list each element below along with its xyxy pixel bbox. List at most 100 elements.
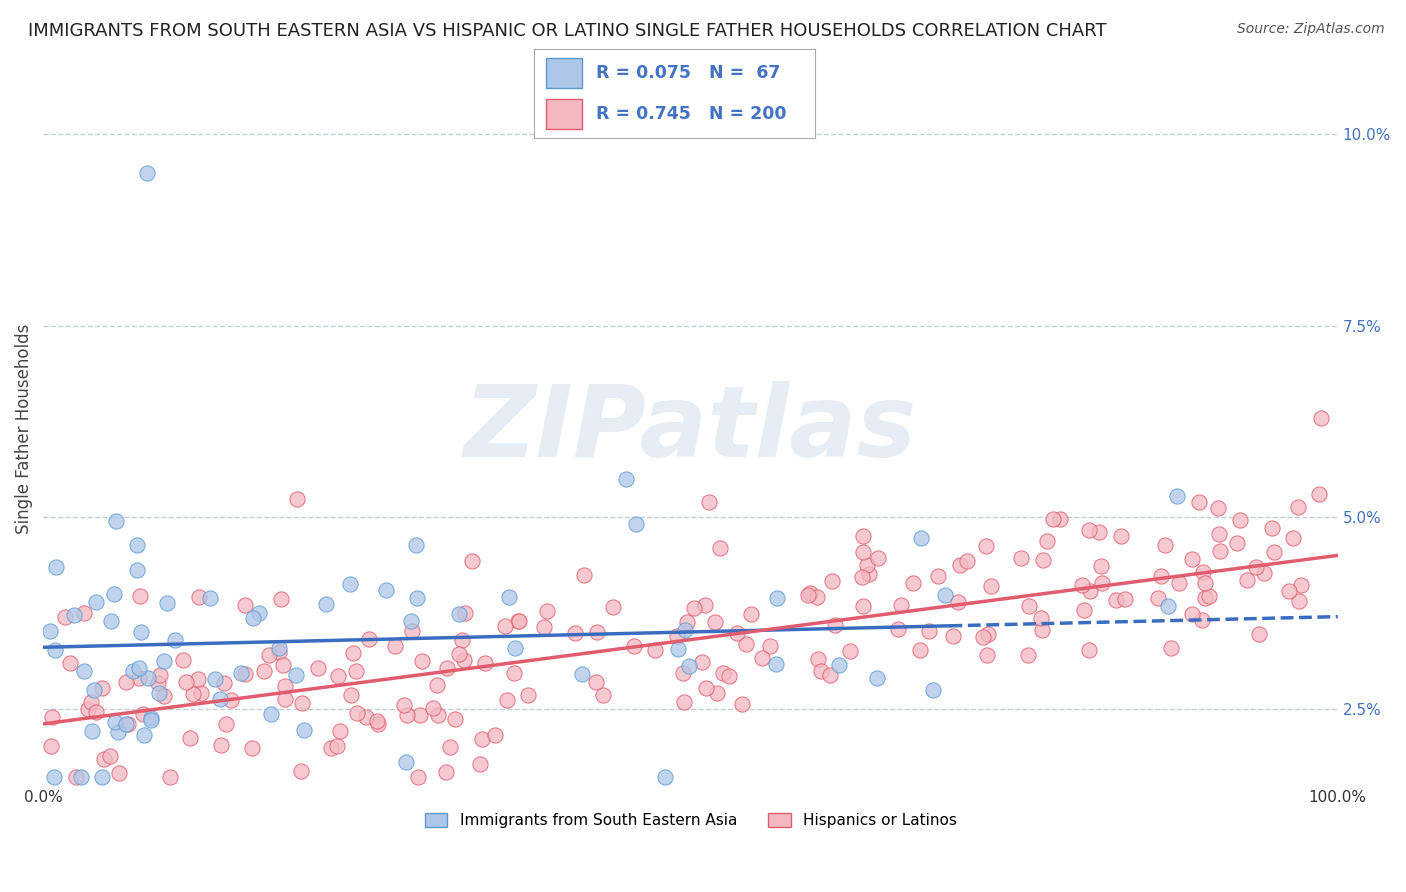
Point bbox=[408, 771, 430, 785]
Point bbox=[751, 651, 773, 665]
Point bbox=[1091, 575, 1114, 590]
Point bbox=[80, 723, 103, 738]
Point bbox=[405, 591, 427, 605]
Point bbox=[83, 682, 105, 697]
Point bbox=[927, 569, 949, 583]
Point bbox=[41, 710, 63, 724]
Point bbox=[740, 607, 762, 621]
Point bbox=[1194, 591, 1216, 605]
Point bbox=[179, 731, 201, 746]
Point bbox=[942, 629, 965, 643]
Point bbox=[183, 687, 205, 701]
Point bbox=[319, 741, 342, 756]
Point bbox=[856, 558, 879, 573]
Point bbox=[290, 764, 312, 778]
Point bbox=[1229, 512, 1251, 526]
Point bbox=[506, 614, 529, 628]
Point bbox=[1070, 577, 1092, 591]
Point bbox=[1042, 512, 1064, 526]
Point bbox=[1088, 525, 1111, 540]
Point bbox=[1249, 627, 1271, 641]
Point bbox=[396, 708, 419, 723]
Point bbox=[439, 739, 461, 754]
Point bbox=[1181, 552, 1204, 566]
Point bbox=[858, 567, 880, 582]
Point bbox=[422, 700, 444, 714]
Point bbox=[564, 625, 586, 640]
Point bbox=[132, 706, 155, 721]
Point bbox=[198, 591, 221, 605]
Point bbox=[734, 637, 756, 651]
Point bbox=[1160, 641, 1182, 656]
Point bbox=[77, 702, 100, 716]
Point bbox=[42, 771, 65, 785]
Point bbox=[1192, 566, 1215, 580]
Point bbox=[1017, 648, 1039, 663]
Point bbox=[585, 624, 607, 639]
Point bbox=[325, 739, 347, 753]
Point bbox=[38, 624, 60, 638]
Point bbox=[852, 599, 875, 613]
Point bbox=[114, 674, 136, 689]
Legend: Immigrants from South Eastern Asia, Hispanics or Latinos: Immigrants from South Eastern Asia, Hisp… bbox=[419, 807, 963, 834]
Point bbox=[159, 771, 181, 785]
Point bbox=[533, 620, 555, 634]
Point bbox=[974, 540, 997, 554]
Point bbox=[291, 697, 314, 711]
Point bbox=[673, 623, 696, 637]
Point bbox=[1077, 523, 1099, 537]
Point bbox=[496, 693, 519, 707]
Point bbox=[977, 627, 1000, 641]
Point bbox=[828, 658, 851, 673]
Point bbox=[654, 771, 676, 785]
Point bbox=[517, 688, 540, 702]
Point bbox=[972, 630, 994, 644]
Point bbox=[401, 624, 423, 638]
Point bbox=[494, 619, 516, 633]
Point bbox=[125, 538, 148, 552]
Point bbox=[235, 598, 257, 612]
Point bbox=[292, 723, 315, 737]
Point bbox=[910, 531, 932, 545]
Point bbox=[253, 664, 276, 678]
Point bbox=[449, 607, 471, 622]
Point bbox=[444, 712, 467, 726]
Point bbox=[503, 665, 526, 680]
Point bbox=[903, 576, 925, 591]
Point bbox=[1157, 599, 1180, 614]
Point bbox=[453, 606, 475, 620]
Point bbox=[1090, 558, 1112, 573]
Point bbox=[69, 771, 91, 785]
Point bbox=[257, 648, 280, 662]
Point bbox=[270, 591, 292, 606]
Point bbox=[187, 591, 209, 605]
Point bbox=[384, 639, 406, 653]
Point bbox=[683, 600, 706, 615]
Point bbox=[766, 591, 789, 606]
Point bbox=[247, 606, 270, 620]
Point bbox=[697, 495, 720, 509]
Point bbox=[703, 615, 725, 630]
Point bbox=[128, 661, 150, 675]
Point bbox=[395, 755, 418, 769]
Point bbox=[807, 651, 830, 665]
Point bbox=[271, 657, 294, 672]
Point bbox=[340, 688, 363, 702]
Point bbox=[1236, 573, 1258, 587]
Point bbox=[174, 675, 197, 690]
Point bbox=[346, 706, 368, 720]
Point bbox=[839, 644, 862, 658]
Point bbox=[91, 771, 114, 785]
Point bbox=[976, 648, 998, 662]
Point bbox=[240, 740, 263, 755]
Point bbox=[1153, 538, 1175, 552]
Text: ZIPatlas: ZIPatlas bbox=[464, 381, 917, 477]
Point bbox=[536, 604, 558, 618]
Point bbox=[1194, 576, 1216, 591]
Point bbox=[1206, 500, 1229, 515]
Point bbox=[818, 667, 841, 681]
Point bbox=[401, 614, 423, 628]
Point bbox=[461, 554, 484, 568]
Point bbox=[673, 695, 696, 709]
Point bbox=[172, 653, 194, 667]
